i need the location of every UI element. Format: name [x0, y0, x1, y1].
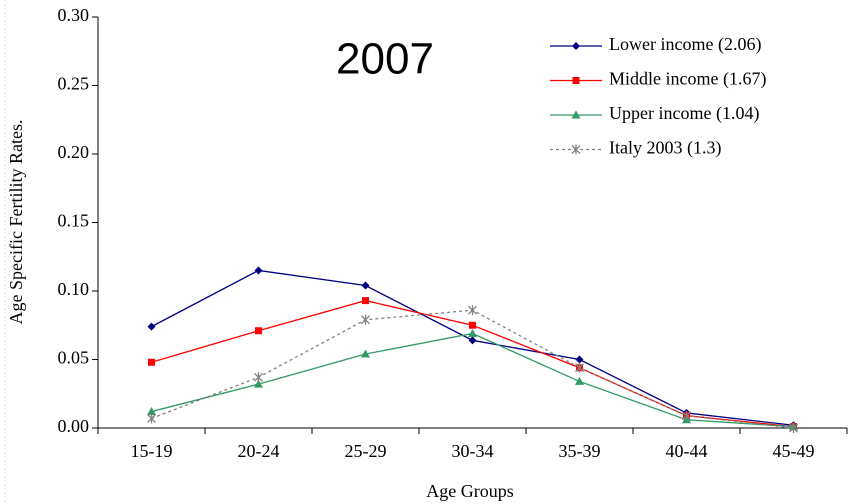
- marker: [571, 110, 581, 119]
- marker: [147, 413, 156, 424]
- legend-label: Middle income (1.67): [609, 69, 766, 90]
- marker: [361, 281, 370, 290]
- x-axis-title: Age Groups: [426, 481, 514, 501]
- marker: [255, 327, 262, 335]
- x-tick-label: 25-29: [345, 441, 387, 461]
- legend-label: Upper income (1.04): [609, 103, 759, 124]
- marker: [789, 423, 798, 433]
- x-tick-label: 15-19: [131, 441, 173, 461]
- marker: [468, 336, 477, 345]
- x-tick-label: 35-39: [559, 441, 601, 461]
- marker: [682, 410, 691, 421]
- marker: [571, 144, 581, 155]
- y-axis-title: Age Specific Fertility Rates.: [6, 120, 26, 325]
- marker: [254, 266, 263, 275]
- marker: [254, 372, 263, 383]
- y-tick-label: 0.05: [58, 348, 90, 368]
- series-line: [151, 269, 794, 426]
- y-tick-label: 0.20: [58, 142, 90, 162]
- y-tick-label: 0.10: [58, 279, 90, 299]
- marker: [468, 305, 477, 316]
- marker: [469, 321, 476, 329]
- x-tick-label: 20-24: [238, 441, 280, 461]
- marker: [572, 42, 580, 50]
- x-tick-label: 30-34: [452, 441, 494, 461]
- annotation: 2007: [336, 35, 434, 84]
- y-tick-label: 0.15: [58, 211, 90, 231]
- marker: [147, 407, 156, 416]
- marker: [147, 322, 156, 331]
- marker: [572, 77, 580, 84]
- y-tick-label: 0.25: [58, 74, 90, 94]
- series-line: [151, 299, 794, 428]
- marker: [575, 355, 584, 364]
- marker: [362, 297, 369, 305]
- marker: [254, 379, 263, 388]
- x-tick-label: 40-44: [666, 441, 708, 461]
- x-tick-label: 45-49: [773, 441, 815, 461]
- y-tick-label: 0.30: [58, 5, 90, 25]
- legend-label: Lower income (2.06): [609, 34, 761, 55]
- marker: [575, 376, 584, 385]
- marker: [468, 328, 477, 337]
- y-tick-label: 0.00: [58, 416, 90, 436]
- marker: [575, 362, 584, 373]
- legend-label: Italy 2003 (1.3): [609, 138, 721, 159]
- marker: [148, 358, 155, 366]
- marker: [361, 314, 370, 325]
- series-line: [151, 332, 794, 428]
- marker: [361, 349, 370, 358]
